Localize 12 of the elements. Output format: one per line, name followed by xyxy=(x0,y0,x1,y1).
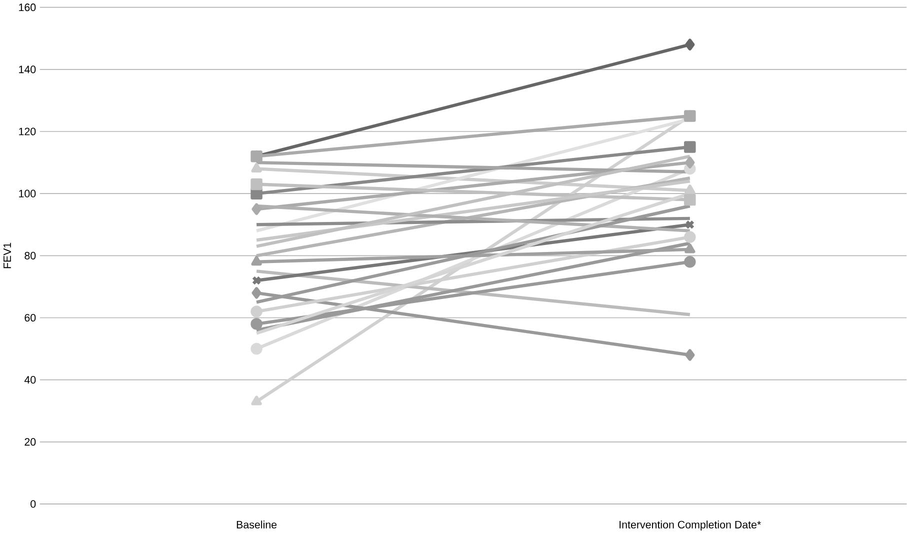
y-tick-label: 40 xyxy=(24,376,36,384)
y-tick-label: 60 xyxy=(24,314,36,322)
y-tick-label: 100 xyxy=(19,190,36,198)
y-tick-label: 80 xyxy=(24,252,36,260)
y-tick-label: 20 xyxy=(24,438,36,446)
x-tick-label: Baseline xyxy=(236,520,277,528)
y-tick-label: 140 xyxy=(19,66,36,74)
x-tick-label: Intervention Completion Date* xyxy=(620,520,761,530)
y-axis-title: FEV1 xyxy=(4,242,11,268)
y-tick-label: 120 xyxy=(19,128,36,136)
y-tick-label: 160 xyxy=(19,4,36,12)
y-tick-label: 0 xyxy=(30,500,36,508)
